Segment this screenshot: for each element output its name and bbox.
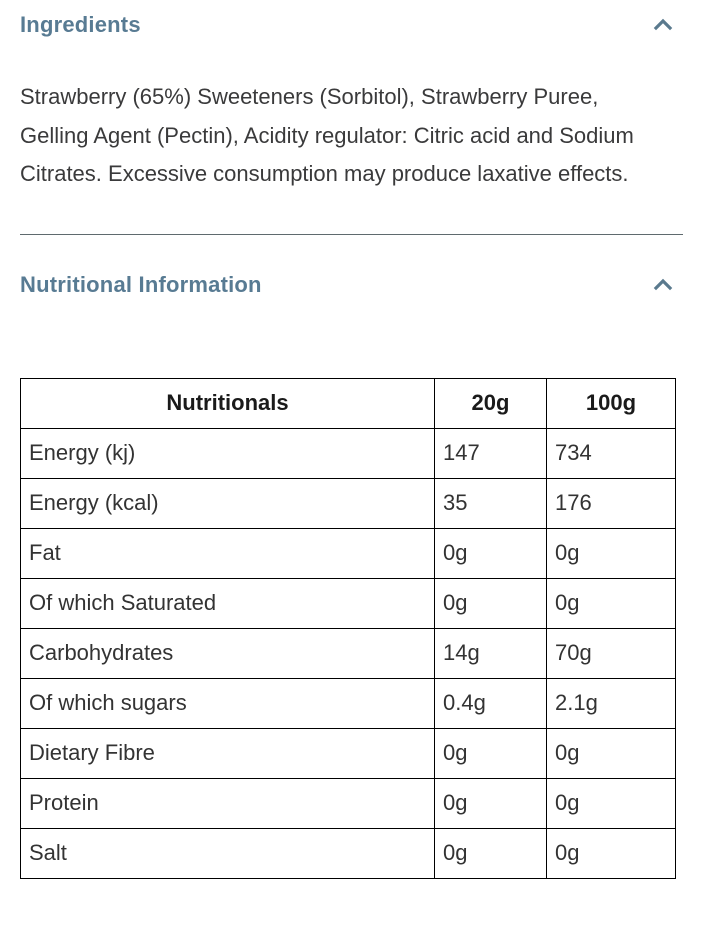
chevron-up-icon	[651, 273, 675, 297]
nutrient-value-cell: 0g	[546, 777, 676, 829]
nutrient-value-cell: 0g	[546, 527, 676, 579]
nutrient-value-cell: 0g	[434, 827, 547, 879]
nutrition-table-head: Nutritionals 20g 100g	[20, 377, 676, 429]
column-header: 20g	[434, 377, 547, 429]
nutrient-label-cell: Protein	[20, 777, 435, 829]
nutrient-label-cell: Salt	[20, 827, 435, 879]
nutrient-value-cell: 176	[546, 477, 676, 529]
table-header-row: Nutritionals 20g 100g	[20, 377, 676, 429]
column-header: Nutritionals	[20, 377, 435, 429]
nutrient-label-cell: Dietary Fibre	[20, 727, 435, 779]
nutrient-label-cell: Of which sugars	[20, 677, 435, 729]
section-divider	[20, 233, 683, 235]
nutrient-value-cell: 0g	[434, 727, 547, 779]
nutrient-label-cell: Energy (kcal)	[20, 477, 435, 529]
table-row: Salt 0g 0g	[20, 827, 676, 879]
nutrient-label-cell: Fat	[20, 527, 435, 579]
chevron-up-icon	[651, 13, 675, 37]
nutrient-value-cell: 2.1g	[546, 677, 676, 729]
nutrient-value-cell: 0.4g	[434, 677, 547, 729]
nutrient-value-cell: 0g	[546, 577, 676, 629]
table-row: Energy (kj) 147 734	[20, 427, 676, 479]
table-row: Dietary Fibre 0g 0g	[20, 727, 676, 779]
ingredients-accordion-header[interactable]: Ingredients	[20, 12, 683, 38]
nutrition-collapse-button[interactable]	[651, 273, 675, 297]
nutrition-section-title: Nutritional Information	[20, 271, 262, 297]
nutrient-value-cell: 14g	[434, 627, 547, 679]
nutrition-table-body: Energy (kj) 147 734 Energy (kcal) 35 176 Fat 0g…	[20, 427, 676, 879]
nutrient-value-cell: 0g	[434, 577, 547, 629]
nutrient-label-cell: Of which Saturated	[20, 577, 435, 629]
ingredients-section-title: Ingredients	[20, 12, 141, 37]
nutrient-value-cell: 0g	[434, 527, 547, 579]
nutrient-label-cell: Carbohydrates	[20, 627, 435, 679]
nutrient-value-cell: 147	[434, 427, 547, 479]
ingredients-text: Strawberry (65%) Sweeteners (Sorbitol), …	[20, 84, 634, 186]
nutrition-accordion-header[interactable]: Nutritional Information	[20, 272, 683, 298]
table-row: Fat 0g 0g	[20, 527, 676, 579]
nutrition-table: Nutritionals 20g 100g Energy (kj) 147 734 Ene…	[20, 377, 676, 879]
nutrient-value-cell: 734	[546, 427, 676, 479]
nutrient-label-cell: Energy (kj)	[20, 427, 435, 479]
table-row: Of which sugars 0.4g 2.1g	[20, 677, 676, 729]
nutrient-value-cell: 70g	[546, 627, 676, 679]
nutrient-value-cell: 0g	[546, 727, 676, 779]
table-row: Carbohydrates 14g 70g	[20, 627, 676, 679]
table-row: Protein 0g 0g	[20, 777, 676, 829]
ingredients-collapse-button[interactable]	[651, 13, 675, 37]
column-header: 100g	[546, 377, 676, 429]
table-row: Of which Saturated 0g 0g	[20, 577, 676, 629]
nutrient-value-cell: 0g	[546, 827, 676, 879]
nutrient-value-cell: 35	[434, 477, 547, 529]
nutrient-value-cell: 0g	[434, 777, 547, 829]
table-row: Energy (kcal) 35 176	[20, 477, 676, 529]
